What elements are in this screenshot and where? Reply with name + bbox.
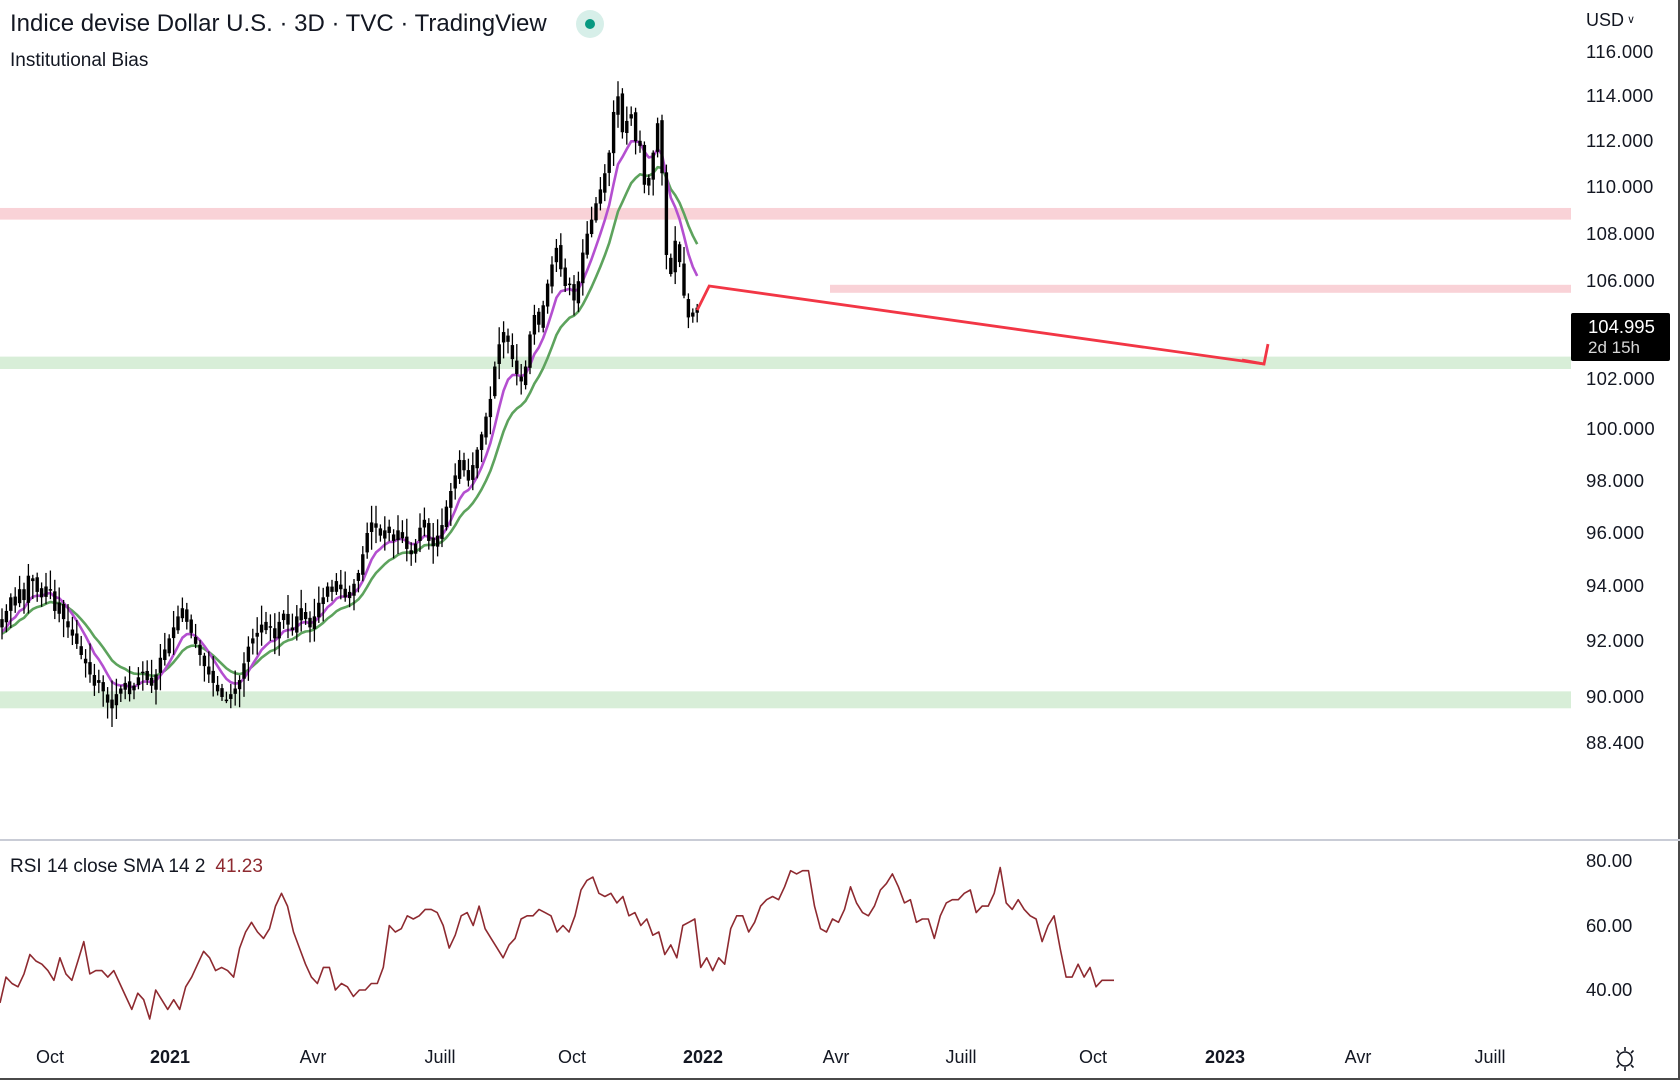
market-status-icon [576, 10, 604, 38]
price-axis-label: 106.000 [1586, 270, 1655, 292]
rsi-legend[interactable]: RSI 14 close SMA 14 2 41.23 [10, 856, 263, 878]
candlestick-series [0, 81, 699, 727]
time-axis-label: Oct [35, 1047, 65, 1067]
last-price-badge: 104.995 2d 15h [1571, 313, 1670, 361]
resistance-zone[interactable] [830, 284, 1571, 293]
time-axis-label: Avr [822, 1047, 850, 1067]
price-axis-label: 110.000 [1586, 176, 1654, 198]
price-axis-label: 94.000 [1586, 575, 1645, 597]
rsi-legend-value: 41.23 [215, 856, 263, 877]
rsi-line [0, 866, 1114, 1020]
projection-arrow [695, 284, 1270, 366]
currency-selector[interactable]: USD ∨ [1586, 10, 1635, 31]
settings-icon[interactable] [1612, 1046, 1638, 1072]
time-axis-label: 2023 [1204, 1047, 1246, 1067]
last-price-value: 104.995 [1588, 316, 1655, 337]
price-axis-label: 92.000 [1586, 630, 1645, 652]
bar-countdown: 2d 15h [1588, 338, 1640, 357]
time-axis-label: Oct [557, 1047, 587, 1067]
time-axis-label: Juill [424, 1047, 456, 1067]
rsi-axis-label: 80.00 [1586, 850, 1633, 871]
chart-title: Indice devise Dollar U.S. · 3D · TVC · T… [10, 10, 547, 37]
price-axis-label: 116.000 [1586, 41, 1654, 63]
rsi-axis-label: 60.00 [1586, 914, 1633, 936]
price-axis-label: 98.000 [1586, 469, 1645, 491]
chevron-down-icon: ∨ [1627, 14, 1636, 26]
price-axis-label: 108.000 [1586, 222, 1655, 244]
support-zone[interactable] [0, 691, 1571, 709]
price-axis-label: 88.400 [1586, 731, 1645, 753]
time-axis-label: Juill [1474, 1047, 1506, 1067]
time-axis-label: Avr [299, 1047, 327, 1067]
rsi-axis-label: 40.00 [1586, 979, 1633, 1000]
rsi-legend-label: RSI 14 close SMA 14 2 [10, 856, 206, 877]
price-axis-label: 96.000 [1586, 521, 1645, 543]
time-axis-label: 2022 [682, 1047, 724, 1067]
support-zone[interactable] [0, 356, 1571, 369]
zones-layer [0, 207, 1571, 709]
price-axis-label: 90.000 [1586, 685, 1645, 707]
time-axis-label: Juill [945, 1047, 977, 1067]
price-axis-label: 112.000 [1586, 130, 1654, 152]
resistance-zone[interactable] [0, 207, 1571, 220]
pane-divider[interactable] [0, 839, 1680, 841]
time-axis-label: Avr [1344, 1047, 1372, 1067]
price-axis-label: 102.000 [1586, 367, 1655, 389]
time-axis-label: Oct [1078, 1047, 1108, 1067]
indicator-label[interactable]: Institutional Bias [10, 50, 149, 71]
currency-label: USD [1586, 10, 1625, 30]
price-axis-label: 114.000 [1586, 85, 1654, 107]
price-axis-label: 100.000 [1586, 418, 1655, 440]
time-axis-label: 2021 [149, 1047, 191, 1067]
